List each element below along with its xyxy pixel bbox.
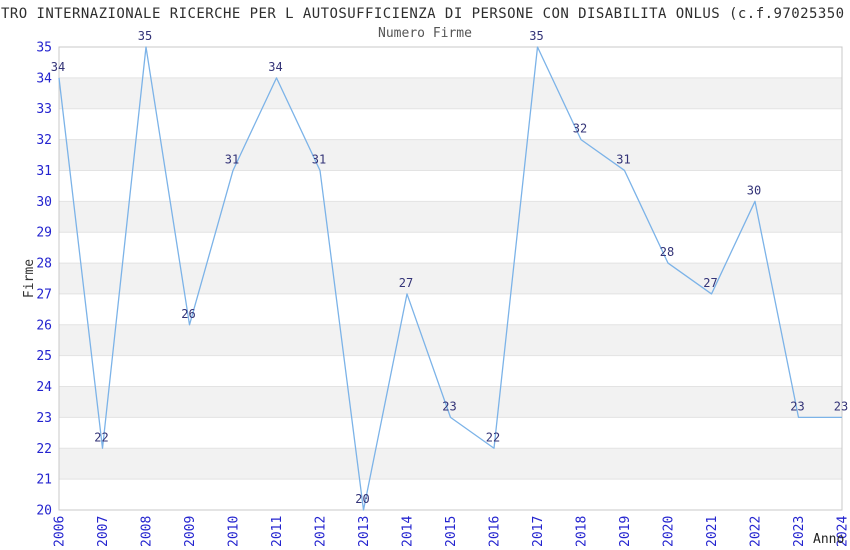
- band: [59, 448, 842, 480]
- data-label: 34: [51, 60, 65, 74]
- data-label: 34: [268, 60, 282, 74]
- data-label: 35: [138, 29, 152, 43]
- x-tick-label: 2007: [96, 516, 111, 547]
- data-label: 27: [399, 276, 413, 290]
- y-tick-label: 33: [36, 102, 52, 117]
- y-tick-label: 34: [36, 71, 52, 86]
- y-tick-label: 29: [36, 226, 52, 241]
- data-label: 31: [616, 152, 630, 166]
- x-axis-label: Anno: [813, 532, 844, 547]
- data-label: 23: [442, 399, 456, 413]
- plot-border: [58, 46, 843, 511]
- y-tick-label: 30: [36, 195, 52, 210]
- x-tick-label: 2008: [140, 516, 155, 547]
- y-tick-label: 24: [36, 380, 52, 395]
- data-labels: 34 22 35 26 31 34 31 20 27 23 22 35 32 31 28 27 30 23 23: [51, 29, 848, 506]
- data-label: 28: [660, 245, 674, 259]
- x-tick-label: 2016: [488, 516, 503, 547]
- data-label: 23: [790, 399, 804, 413]
- band: [59, 201, 842, 233]
- x-tick-label: 2011: [270, 516, 285, 547]
- y-tick-label: 32: [36, 133, 52, 148]
- y-tick-label: 21: [36, 473, 52, 488]
- x-tick-label: 2023: [792, 516, 807, 547]
- y-tick-label: 25: [36, 349, 52, 364]
- y-tick-label: 31: [36, 164, 52, 179]
- x-tick-label: 2018: [575, 516, 590, 547]
- y-tick-label: 35: [36, 41, 52, 56]
- band: [59, 263, 842, 294]
- x-tick-label: 2013: [357, 516, 372, 547]
- y-tick-label: 28: [36, 257, 52, 272]
- x-tick-label: 2024: [836, 516, 850, 547]
- x-tick-label: 2006: [53, 516, 68, 547]
- x-tick-label: 2020: [662, 516, 677, 547]
- x-tick-label: 2019: [618, 516, 633, 547]
- y-axis-tick-labels: 20 21 22 23 24 25 26 27 28 29 30 31 32 33 34 35: [36, 41, 52, 519]
- y-tick-label: 27: [36, 287, 52, 302]
- data-label: 31: [225, 152, 239, 166]
- data-label: 22: [486, 430, 500, 444]
- data-label: 31: [312, 152, 326, 166]
- series-line: [58, 46, 842, 511]
- data-label: 20: [355, 492, 369, 506]
- x-tick-label: 2012: [314, 516, 329, 547]
- x-tick-label: 2010: [227, 516, 242, 547]
- x-axis-tick-labels: 2006 2007 2008 2009 2010 2011 2012 2013 2014 2015…: [53, 516, 850, 547]
- x-tick-label: 2015: [444, 516, 459, 547]
- band: [59, 324, 842, 356]
- data-label: 27: [703, 276, 717, 290]
- data-label: 26: [181, 307, 195, 321]
- x-tick-label: 2021: [705, 516, 720, 547]
- alternating-bands: [59, 77, 842, 480]
- data-label: 23: [834, 399, 848, 413]
- chart-title: TRO INTERNAZIONALE RICERCHE PER L AUTOSU…: [1, 6, 845, 22]
- x-tick-label: 2022: [749, 516, 764, 547]
- band: [59, 77, 842, 109]
- chart-subtitle: Numero Firme: [378, 26, 472, 41]
- gridlines: [59, 77, 842, 480]
- y-axis-label: Firme: [22, 259, 37, 298]
- data-label: 32: [573, 122, 587, 136]
- band: [59, 386, 842, 418]
- x-tick-label: 2009: [183, 516, 198, 547]
- y-tick-label: 20: [36, 504, 52, 519]
- data-label: 30: [747, 183, 761, 197]
- series-polyline: [58, 46, 842, 511]
- y-tick-label: 22: [36, 442, 52, 457]
- y-tick-label: 23: [36, 411, 52, 426]
- band: [59, 139, 842, 171]
- x-tick-label: 2017: [531, 516, 546, 547]
- x-tick-label: 2014: [401, 516, 416, 547]
- data-label: 35: [529, 29, 543, 43]
- y-tick-label: 26: [36, 318, 52, 333]
- data-label: 22: [94, 430, 108, 444]
